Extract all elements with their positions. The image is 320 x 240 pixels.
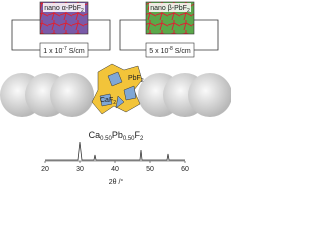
- panel: nano β-PbF2 5 x 10-8 S/cm: [119, 1, 219, 58]
- conductivity: 5 x 10-8 S/cm: [149, 46, 191, 55]
- pattern-curve: [45, 141, 185, 161]
- x-label: 2θ /°: [109, 178, 124, 186]
- panel-title: nano β-PbF2: [150, 5, 190, 14]
- graphic: nano α-PbF2 1 x 10-7 S/cm nano β-PbF2 5 …: [0, 1, 232, 186]
- particles: [91, 63, 143, 115]
- panel-title: nano α-PbF2: [44, 5, 84, 14]
- formula: Ca0.50Pb0.50F2: [89, 130, 144, 142]
- particle-label: CaF2: [100, 97, 116, 106]
- conductivity: 1 x 10-7 S/cm: [43, 46, 85, 55]
- tick-label: 20: [41, 166, 49, 173]
- tick-label: 60: [181, 166, 189, 173]
- tick-label: 30: [76, 166, 84, 173]
- tick-label: 40: [111, 166, 119, 173]
- spheres: [0, 73, 232, 117]
- particle-label: PbF2: [128, 75, 144, 84]
- panel: nano α-PbF2 1 x 10-7 S/cm: [11, 1, 111, 58]
- tick-label: 50: [146, 166, 154, 173]
